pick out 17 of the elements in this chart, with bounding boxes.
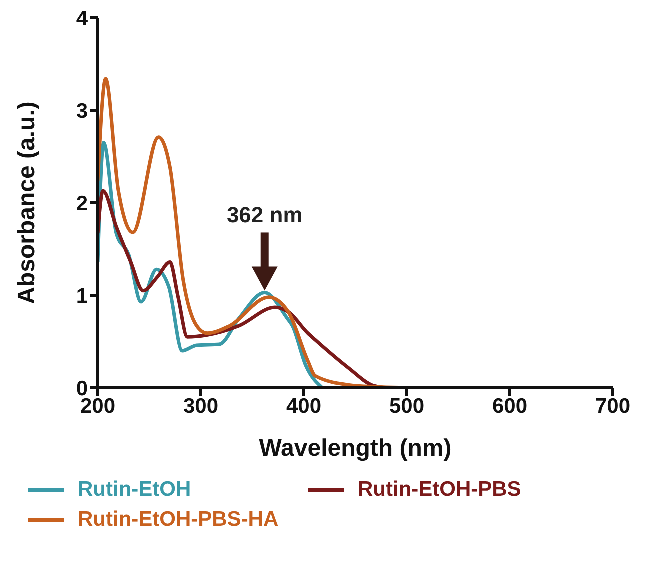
- annotation: 362 nm: [226, 202, 303, 228]
- legend-label: Rutin-EtOH: [78, 478, 192, 502]
- x-tick-label: 500: [389, 394, 425, 418]
- x-tick-label: 200: [80, 394, 116, 418]
- x-tick-label: 400: [286, 394, 322, 418]
- legend-label: Rutin-EtOH-PBS: [358, 478, 522, 502]
- line-series: [98, 77, 409, 388]
- y-tick-label: 4: [76, 7, 88, 30]
- x-axis-title: Wavelength (nm): [259, 435, 452, 462]
- x-tick-label: 700: [595, 394, 631, 418]
- y-tick-label: 3: [76, 100, 88, 123]
- x-tick-label: 300: [183, 394, 219, 418]
- y-axis-title: Absorbance (a.u.): [14, 102, 41, 304]
- legend-label: Rutin-EtOH-PBS-HA: [78, 508, 279, 532]
- y-tick-label: 2: [76, 192, 88, 216]
- x-tick-label: 600: [492, 394, 528, 418]
- y-tick-label: 1: [76, 284, 88, 308]
